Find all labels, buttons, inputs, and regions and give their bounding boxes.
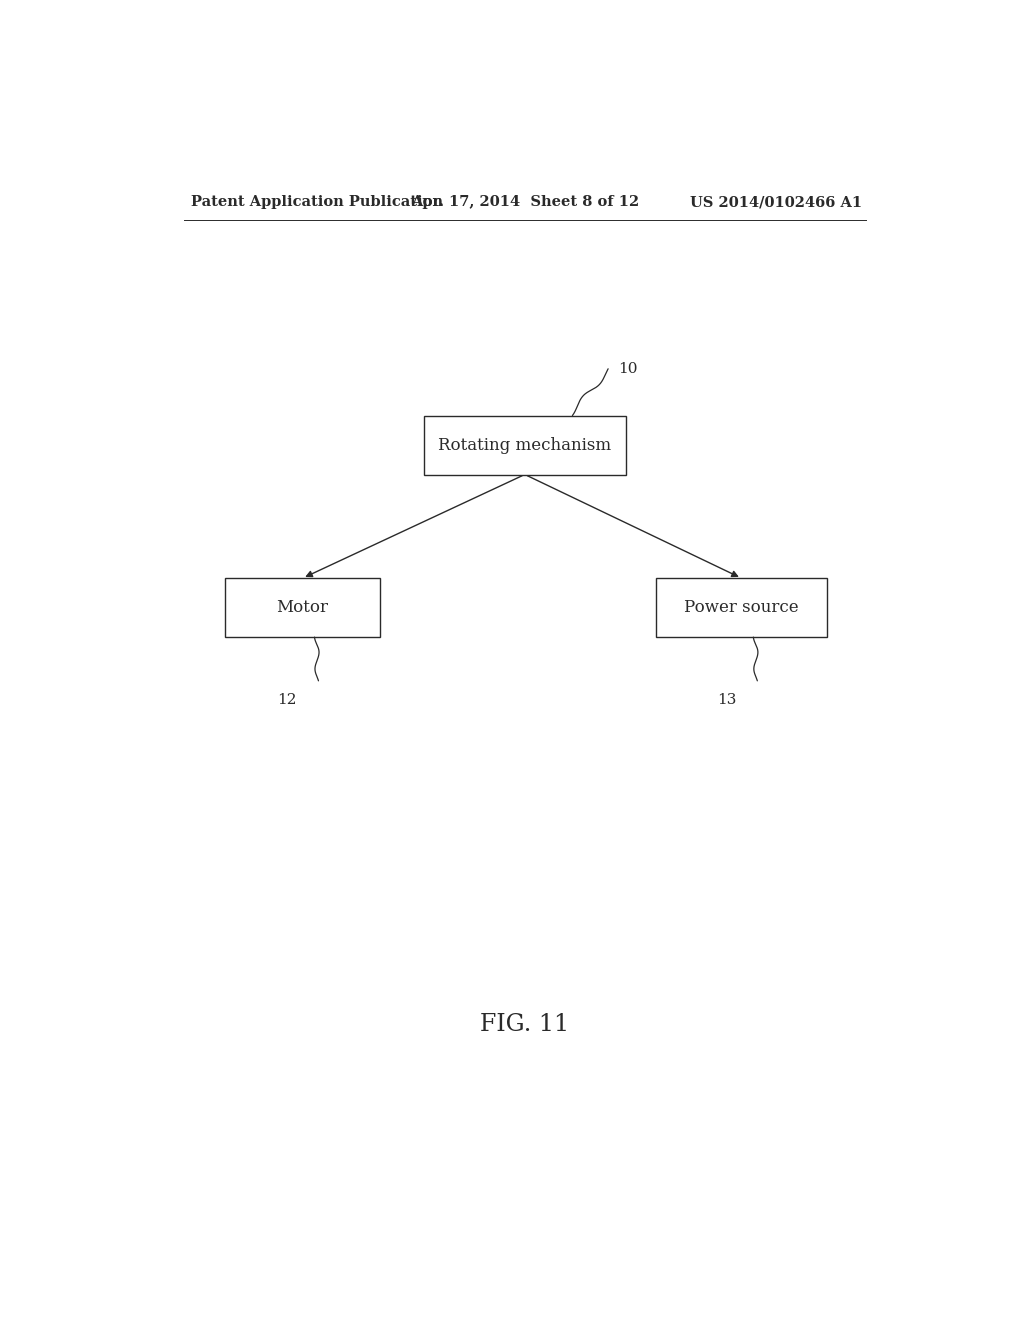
Bar: [424, 416, 626, 474]
Text: 12: 12: [278, 693, 297, 708]
Text: Power source: Power source: [684, 599, 799, 616]
Text: FIG. 11: FIG. 11: [480, 1012, 569, 1036]
Text: Apr. 17, 2014  Sheet 8 of 12: Apr. 17, 2014 Sheet 8 of 12: [411, 195, 639, 210]
Text: 13: 13: [717, 693, 736, 708]
Bar: [225, 578, 380, 638]
Text: Motor: Motor: [276, 599, 329, 616]
Bar: [656, 578, 826, 638]
Text: US 2014/0102466 A1: US 2014/0102466 A1: [690, 195, 862, 210]
Text: Rotating mechanism: Rotating mechanism: [438, 437, 611, 454]
Text: 10: 10: [618, 362, 638, 376]
Text: Patent Application Publication: Patent Application Publication: [191, 195, 443, 210]
